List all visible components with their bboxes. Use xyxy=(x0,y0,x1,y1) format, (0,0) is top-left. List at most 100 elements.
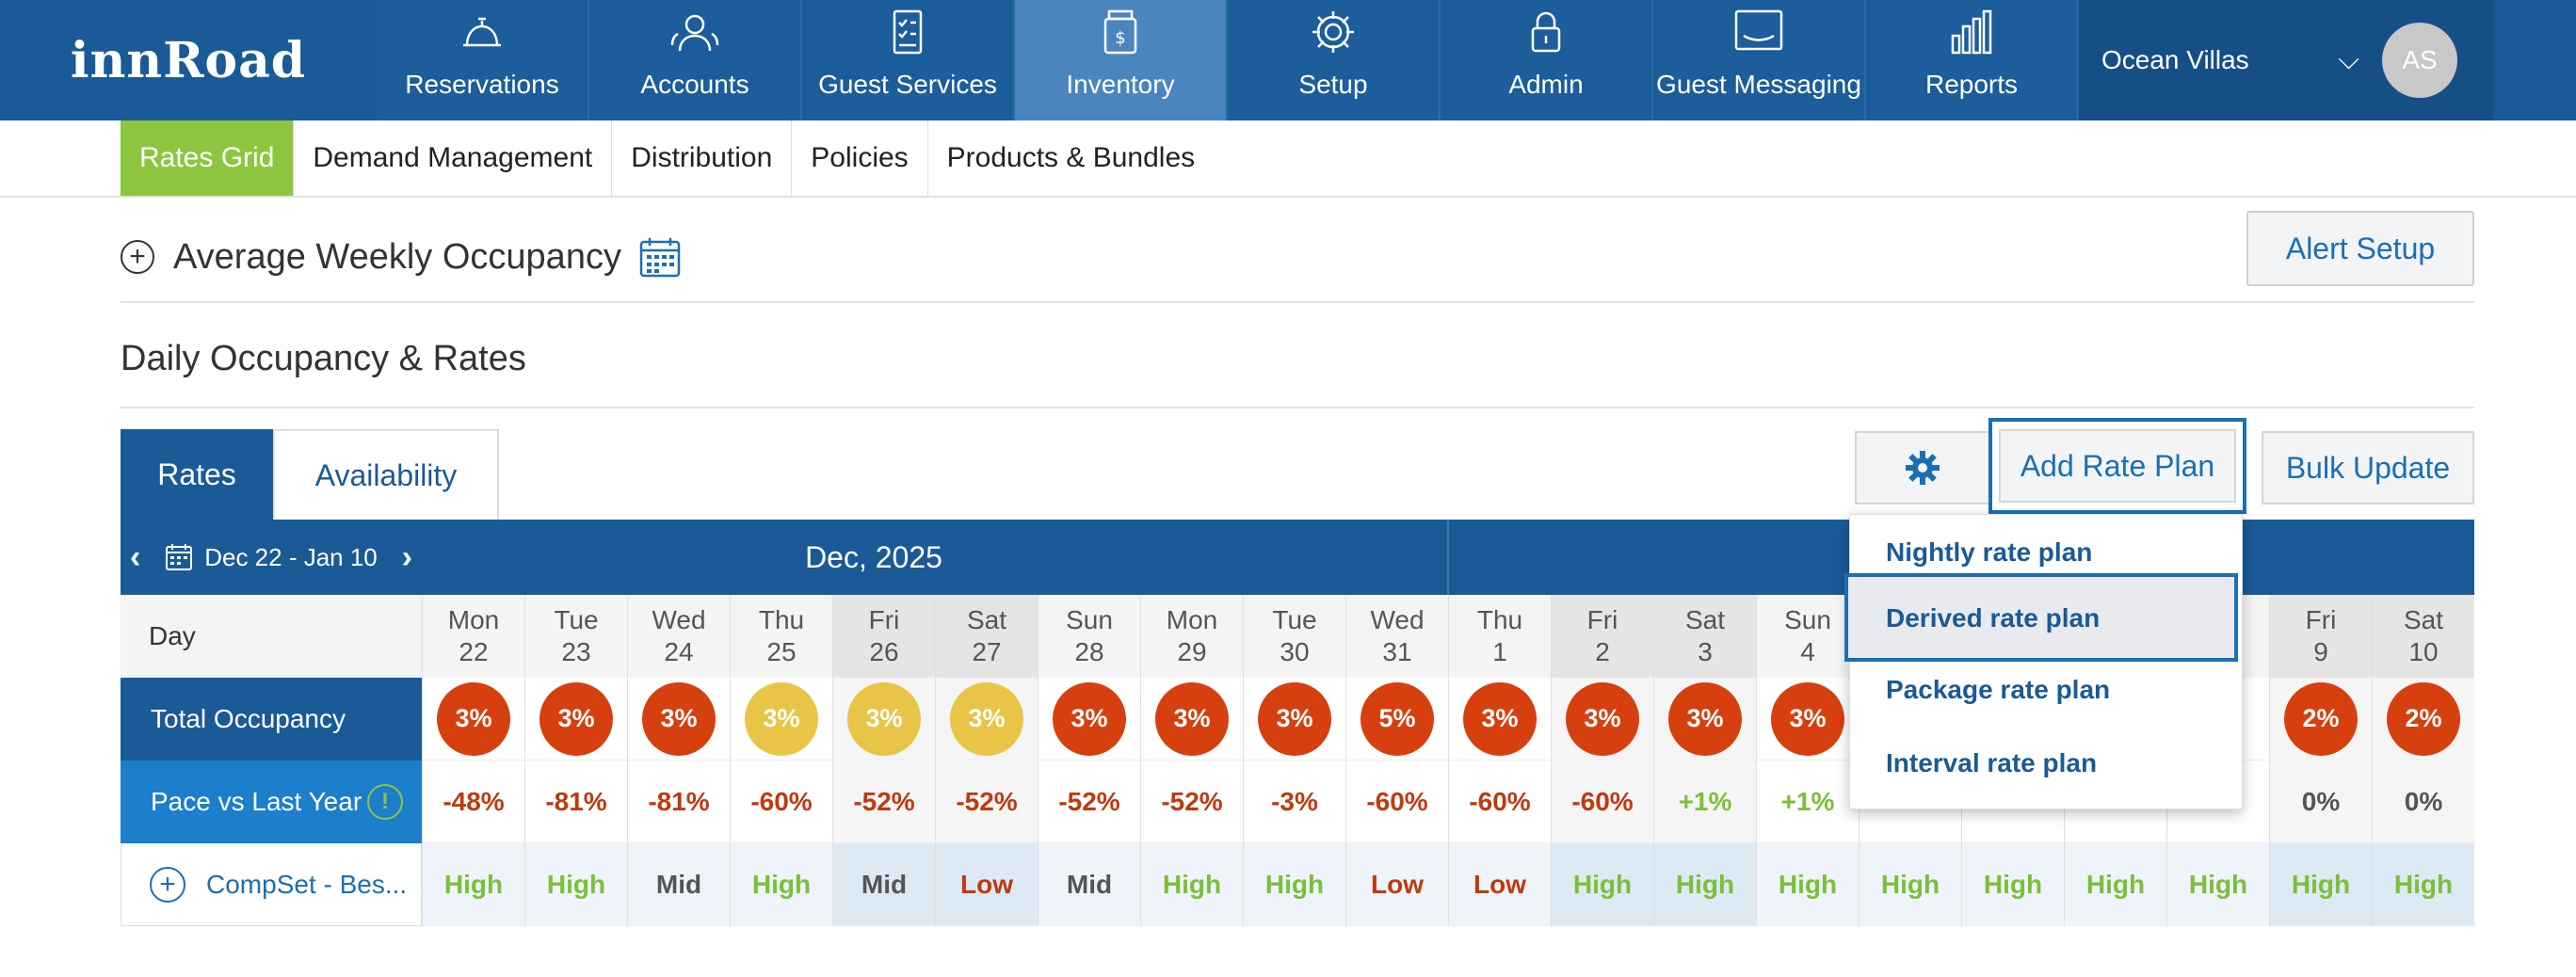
occupancy-badge[interactable]: 3% xyxy=(437,681,510,756)
day-column: Fri 9 2% 0% High xyxy=(2269,595,2372,926)
compset-cell[interactable]: High xyxy=(2065,843,2166,926)
prev-arrow-icon[interactable]: ‹ xyxy=(130,538,141,575)
top-navbar: innRoad Reservations Accounts Guest Serv… xyxy=(0,0,2576,120)
day-column: Mon 22 3% -48% High xyxy=(422,595,524,926)
nav-guest-messaging[interactable]: Guest Messaging xyxy=(1653,0,1866,120)
nav-accounts[interactable]: Accounts xyxy=(589,0,802,120)
day-header: Sat 3 xyxy=(1654,595,1756,678)
alert-setup-button[interactable]: Alert Setup xyxy=(2246,211,2474,286)
nav-inventory[interactable]: $ Inventory xyxy=(1015,0,1228,120)
nav-reports[interactable]: Reports xyxy=(1866,0,2079,120)
day-of-week: Fri xyxy=(868,605,900,635)
alert-icon[interactable]: ! xyxy=(367,784,403,820)
day-of-week: Sat xyxy=(1684,605,1726,635)
pace-cell: 0% xyxy=(2373,761,2474,843)
nav-label: Reservations xyxy=(405,70,559,99)
compset-cell[interactable]: High xyxy=(1244,843,1345,926)
nav-setup[interactable]: Setup xyxy=(1228,0,1441,120)
nav-reservations[interactable]: Reservations xyxy=(377,0,589,120)
occupancy-badge[interactable]: 3% xyxy=(539,681,613,756)
occupancy-badge[interactable]: 3% xyxy=(642,681,716,756)
compset-cell[interactable]: Mid xyxy=(833,843,935,926)
svg-text:$: $ xyxy=(1115,28,1125,48)
occupancy-badge[interactable]: 5% xyxy=(1360,681,1434,756)
compset-cell[interactable]: High xyxy=(2373,843,2474,926)
brand-logo[interactable]: innRoad xyxy=(70,31,307,89)
day-of-week: Sat xyxy=(2403,605,2444,635)
day-of-week: Mon xyxy=(447,605,500,635)
occupancy-badge[interactable]: 2% xyxy=(2284,681,2358,756)
occupancy-badge[interactable]: 3% xyxy=(847,681,921,756)
occupancy-badge[interactable]: 3% xyxy=(1771,681,1844,756)
day-of-week: Fri xyxy=(1586,605,1618,635)
occupancy-badge[interactable]: 3% xyxy=(1053,681,1126,756)
compset-cell[interactable]: High xyxy=(1757,843,1859,926)
compset-cell[interactable]: High xyxy=(1962,843,2064,926)
compset-cell[interactable]: Mid xyxy=(1038,843,1140,926)
row-label-compset[interactable]: + CompSet - Bes... xyxy=(121,843,422,926)
compset-cell[interactable]: High xyxy=(1654,843,1756,926)
pace-cell xyxy=(2167,761,2269,843)
day-number: 10 xyxy=(2408,637,2439,666)
occupancy-badge[interactable]: 3% xyxy=(1668,681,1742,756)
day-header: Sat 27 xyxy=(936,595,1038,678)
next-arrow-icon[interactable]: › xyxy=(401,538,412,575)
compset-cell[interactable]: High xyxy=(423,843,524,926)
property-selector[interactable]: Ocean Villas ⌵ xyxy=(2079,0,2382,120)
day-header: Fri 26 xyxy=(833,595,935,678)
occupancy-cell: 3% xyxy=(1038,678,1140,761)
subnav-products-bundles[interactable]: Products & Bundles xyxy=(946,142,1196,173)
menu-item-package[interactable]: Package rate plan xyxy=(1886,675,2111,704)
expand-plus-icon[interactable]: + xyxy=(150,866,185,903)
pace-cell: -52% xyxy=(1141,761,1243,843)
compset-cell[interactable]: Mid xyxy=(628,843,730,926)
compset-cell[interactable]: High xyxy=(1552,843,1653,926)
occupancy-badge[interactable]: 3% xyxy=(1463,681,1537,756)
subnav-distribution[interactable]: Distribution xyxy=(612,120,793,196)
compset-cell[interactable]: Low xyxy=(1346,843,1448,926)
compset-cell[interactable]: High xyxy=(731,843,832,926)
compset-cell[interactable]: Low xyxy=(1449,843,1551,926)
occupancy-badge[interactable]: 3% xyxy=(1566,681,1639,756)
occupancy-badge[interactable]: 2% xyxy=(2387,681,2460,756)
occupancy-badge[interactable]: 3% xyxy=(950,681,1023,756)
tab-availability[interactable]: Availability xyxy=(273,429,499,520)
tab-rates[interactable]: Rates xyxy=(121,429,273,520)
occupancy-badge[interactable]: 3% xyxy=(745,681,818,756)
pace-cell: -48% xyxy=(423,761,524,843)
menu-item-interval[interactable]: Interval rate plan xyxy=(1886,748,2098,777)
expand-plus-icon[interactable]: + xyxy=(121,240,154,274)
date-range[interactable]: Dec 22 - Jan 10 xyxy=(165,543,378,572)
subnav-demand-management[interactable]: Demand Management xyxy=(294,120,613,196)
pace-cell: -52% xyxy=(936,761,1038,843)
compset-cell[interactable]: High xyxy=(2270,843,2372,926)
avatar[interactable]: AS xyxy=(2382,23,2457,98)
occupancy-badge[interactable]: 3% xyxy=(1155,681,1229,756)
nav-label: Guest Messaging xyxy=(1656,70,1861,99)
pace-cell: -52% xyxy=(1038,761,1140,843)
bulk-update-button[interactable]: Bulk Update xyxy=(2262,431,2474,505)
day-header: Thu 1 xyxy=(1449,595,1551,678)
menu-item-nightly[interactable]: Nightly rate plan xyxy=(1886,537,2093,567)
settings-button[interactable] xyxy=(1855,431,1990,505)
compset-cell[interactable]: High xyxy=(1860,843,1961,926)
add-rate-plan-button[interactable]: Add Rate Plan xyxy=(1999,429,2236,503)
subnav-rates-grid[interactable]: Rates Grid xyxy=(121,120,295,196)
compset-label: CompSet - Bes... xyxy=(206,869,408,899)
compset-cell[interactable]: High xyxy=(1141,843,1243,926)
lock-icon xyxy=(1531,11,1561,53)
compset-cell[interactable]: High xyxy=(2167,843,2269,926)
nav-guest-services[interactable]: Guest Services xyxy=(802,0,1015,120)
calendar-icon[interactable] xyxy=(638,235,682,279)
compset-cell[interactable]: High xyxy=(525,843,627,926)
nav-admin[interactable]: Admin xyxy=(1441,0,1653,120)
day-header: Mon 29 xyxy=(1141,595,1243,678)
menu-item-derived[interactable]: Derived rate plan xyxy=(1886,603,2101,633)
divider xyxy=(1447,520,1449,595)
occupancy-badge[interactable]: 3% xyxy=(1258,681,1331,756)
menu-selection-highlight xyxy=(1844,573,2238,662)
day-header: Sun 4 xyxy=(1757,595,1859,678)
subnav-policies[interactable]: Policies xyxy=(792,120,928,196)
compset-cell[interactable]: Low xyxy=(936,843,1038,926)
occupancy-cell: 3% xyxy=(731,678,832,761)
